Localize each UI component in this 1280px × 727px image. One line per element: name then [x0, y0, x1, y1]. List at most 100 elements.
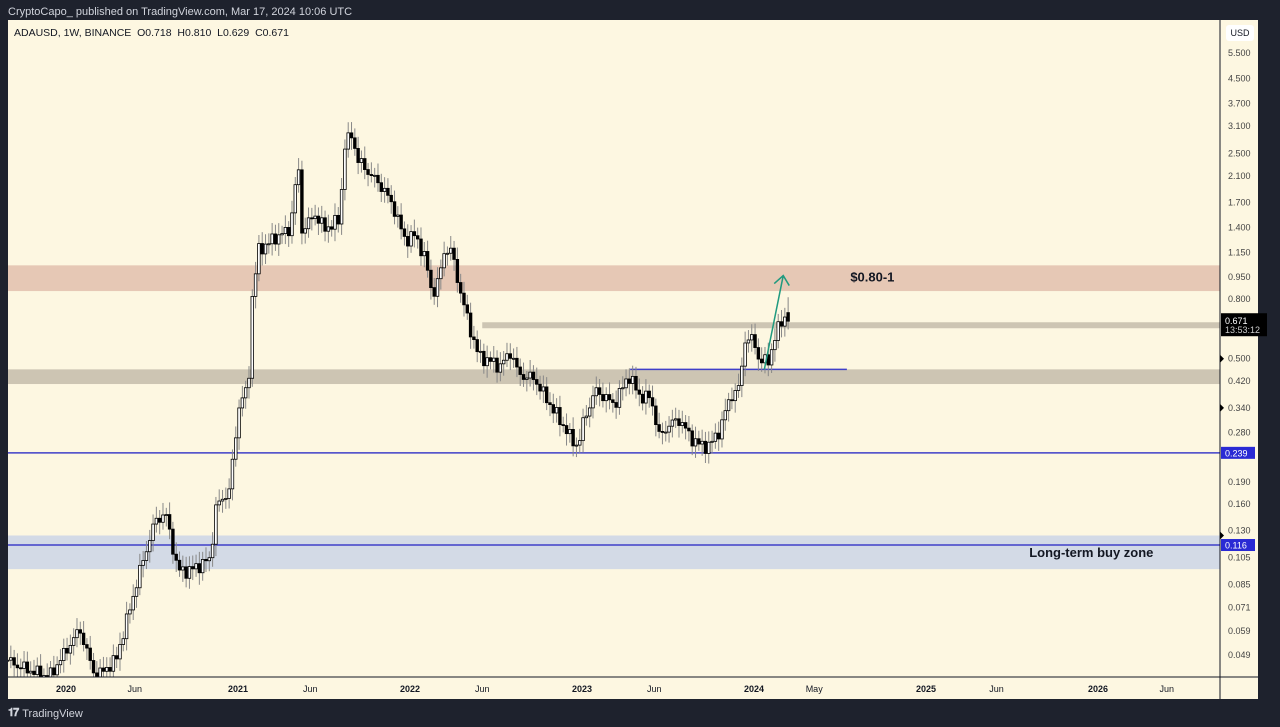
candle [326, 226, 331, 232]
candle [329, 226, 334, 230]
candle [419, 238, 423, 257]
candle [713, 432, 718, 442]
candle [320, 217, 324, 224]
candle [382, 187, 387, 192]
candle [548, 402, 552, 405]
time-tick-label: 2021 [228, 684, 248, 694]
candle [452, 247, 456, 260]
candle [91, 660, 96, 674]
candle [65, 647, 69, 654]
candle [750, 334, 754, 341]
candle [637, 389, 641, 395]
candle [204, 559, 208, 562]
candle [429, 269, 433, 288]
candle [38, 665, 43, 677]
candle [492, 357, 496, 362]
candle [634, 375, 638, 391]
candle [138, 564, 142, 589]
alert-marker-icon [1220, 403, 1224, 412]
candle [270, 233, 274, 245]
candle [402, 228, 407, 237]
candle [234, 437, 238, 460]
candle [207, 557, 211, 562]
candle [359, 158, 364, 163]
candle [81, 632, 86, 645]
candle [101, 667, 106, 672]
candle [683, 422, 688, 429]
candle [597, 387, 602, 395]
price-tick-label: 5.500 [1228, 48, 1251, 58]
chart-frame[interactable] [8, 20, 1258, 699]
time-tick-label: Jun [1160, 684, 1175, 694]
candle [693, 438, 698, 447]
candle [157, 517, 162, 523]
level-label: 0.116 [1225, 541, 1247, 551]
candle [181, 566, 185, 571]
time-tick-label: Jun [303, 684, 318, 694]
candle [52, 667, 56, 676]
current-price-tag [1221, 313, 1267, 337]
candle [128, 609, 132, 615]
candle [720, 419, 724, 440]
candle [544, 386, 549, 404]
candle [164, 514, 168, 516]
candle [630, 375, 635, 384]
annotation-label: Long-term buy zone [1029, 545, 1153, 560]
candle [568, 429, 572, 435]
candle [736, 385, 741, 391]
ohlc-close: C0.671 [255, 27, 289, 39]
candle [604, 394, 608, 402]
candle [55, 664, 59, 676]
candle [303, 228, 307, 234]
candle [485, 357, 489, 367]
candle [28, 670, 33, 674]
candle [521, 374, 526, 380]
candle [42, 675, 46, 677]
candle [528, 371, 532, 379]
level-label-bg [1221, 446, 1255, 459]
candle [200, 559, 205, 574]
candle [726, 399, 731, 412]
target-arrow [763, 275, 784, 370]
time-tick-label: May [806, 684, 824, 694]
candle [280, 233, 284, 236]
candle [124, 613, 129, 640]
candle [690, 430, 694, 447]
candle [591, 395, 595, 409]
candle [8, 659, 10, 662]
candle [396, 214, 400, 217]
time-tick-label: Jun [989, 684, 1004, 694]
candle [58, 660, 63, 666]
candle [531, 371, 536, 380]
candle [753, 334, 757, 348]
candle [75, 629, 79, 639]
price-tick-label: 0.800 [1228, 294, 1251, 304]
candle [333, 214, 337, 230]
arrow-head-icon [773, 274, 790, 286]
candle [525, 377, 529, 380]
candle [267, 243, 271, 246]
currency-button[interactable]: USD [1226, 25, 1254, 41]
candle [644, 390, 648, 404]
time-tick-label: 2025 [916, 684, 936, 694]
price-tick-label: 0.049 [1228, 650, 1251, 660]
price-tick-label: 1.700 [1228, 198, 1251, 208]
candle [432, 287, 436, 297]
price-tick-label: 0.340 [1228, 403, 1251, 413]
ohlc-low: L0.629 [217, 27, 250, 39]
price-tick-label: 0.130 [1228, 525, 1251, 535]
candle [515, 357, 519, 368]
candle [571, 429, 575, 447]
time-tick-label: 2023 [572, 684, 592, 694]
candle [32, 670, 36, 675]
bar-countdown: 13:53:12 [1225, 325, 1260, 335]
candle [535, 379, 539, 385]
candle [290, 212, 294, 237]
footer: 𝟏𝟕 TradingView [8, 707, 83, 720]
candle [141, 560, 145, 566]
symbol-info: ADAUSD, 1W, BINANCE [14, 27, 132, 39]
candle [171, 528, 175, 555]
candle [283, 227, 288, 234]
candle [293, 184, 297, 214]
